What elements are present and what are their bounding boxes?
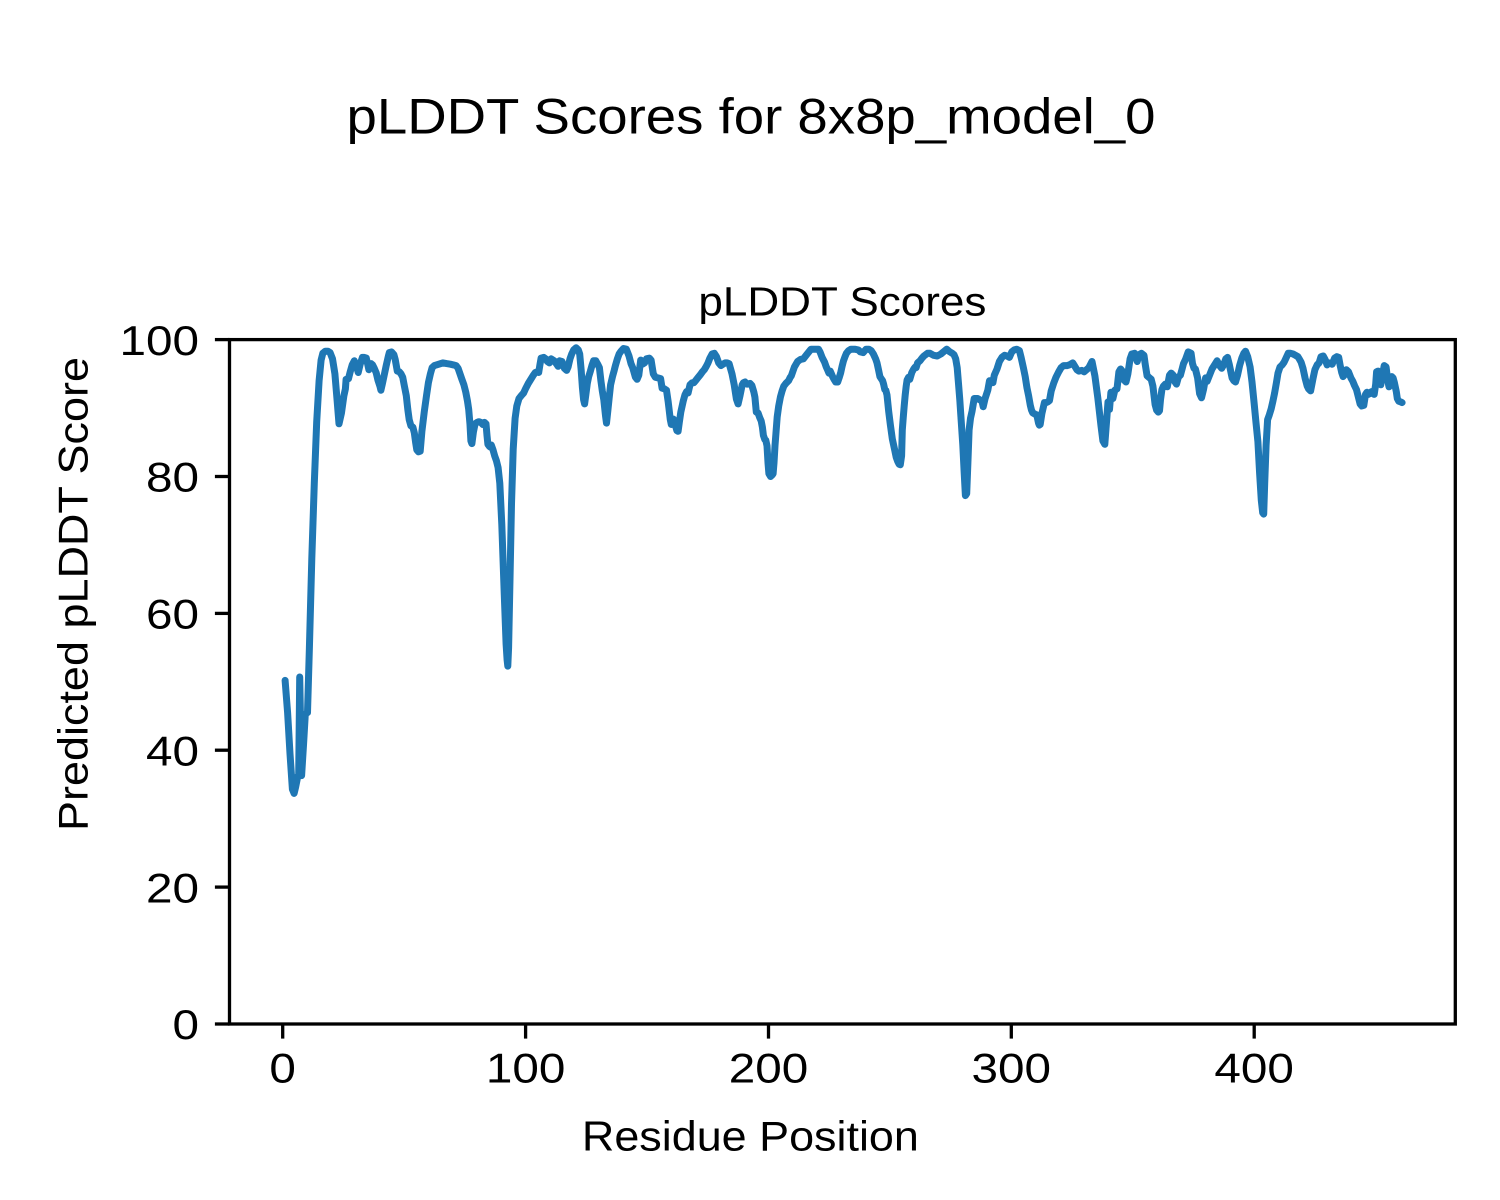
svg-text:300: 300 (972, 1045, 1052, 1092)
svg-text:60: 60 (146, 591, 199, 638)
svg-text:pLDDT Scores: pLDDT Scores (698, 278, 986, 324)
svg-text:0: 0 (269, 1045, 296, 1092)
svg-text:80: 80 (146, 454, 199, 501)
svg-text:pLDDT Scores for 8x8p_model_0: pLDDT Scores for 8x8p_model_0 (347, 89, 1156, 145)
svg-text:20: 20 (146, 864, 199, 911)
svg-text:100: 100 (486, 1045, 566, 1092)
svg-text:40: 40 (146, 727, 199, 774)
svg-text:Residue Position: Residue Position (582, 1114, 919, 1160)
svg-text:Predicted pLDDT Score: Predicted pLDDT Score (51, 357, 97, 831)
svg-text:100: 100 (120, 317, 200, 364)
svg-text:200: 200 (729, 1045, 809, 1092)
svg-text:0: 0 (173, 1001, 200, 1048)
svg-text:400: 400 (1214, 1045, 1294, 1092)
